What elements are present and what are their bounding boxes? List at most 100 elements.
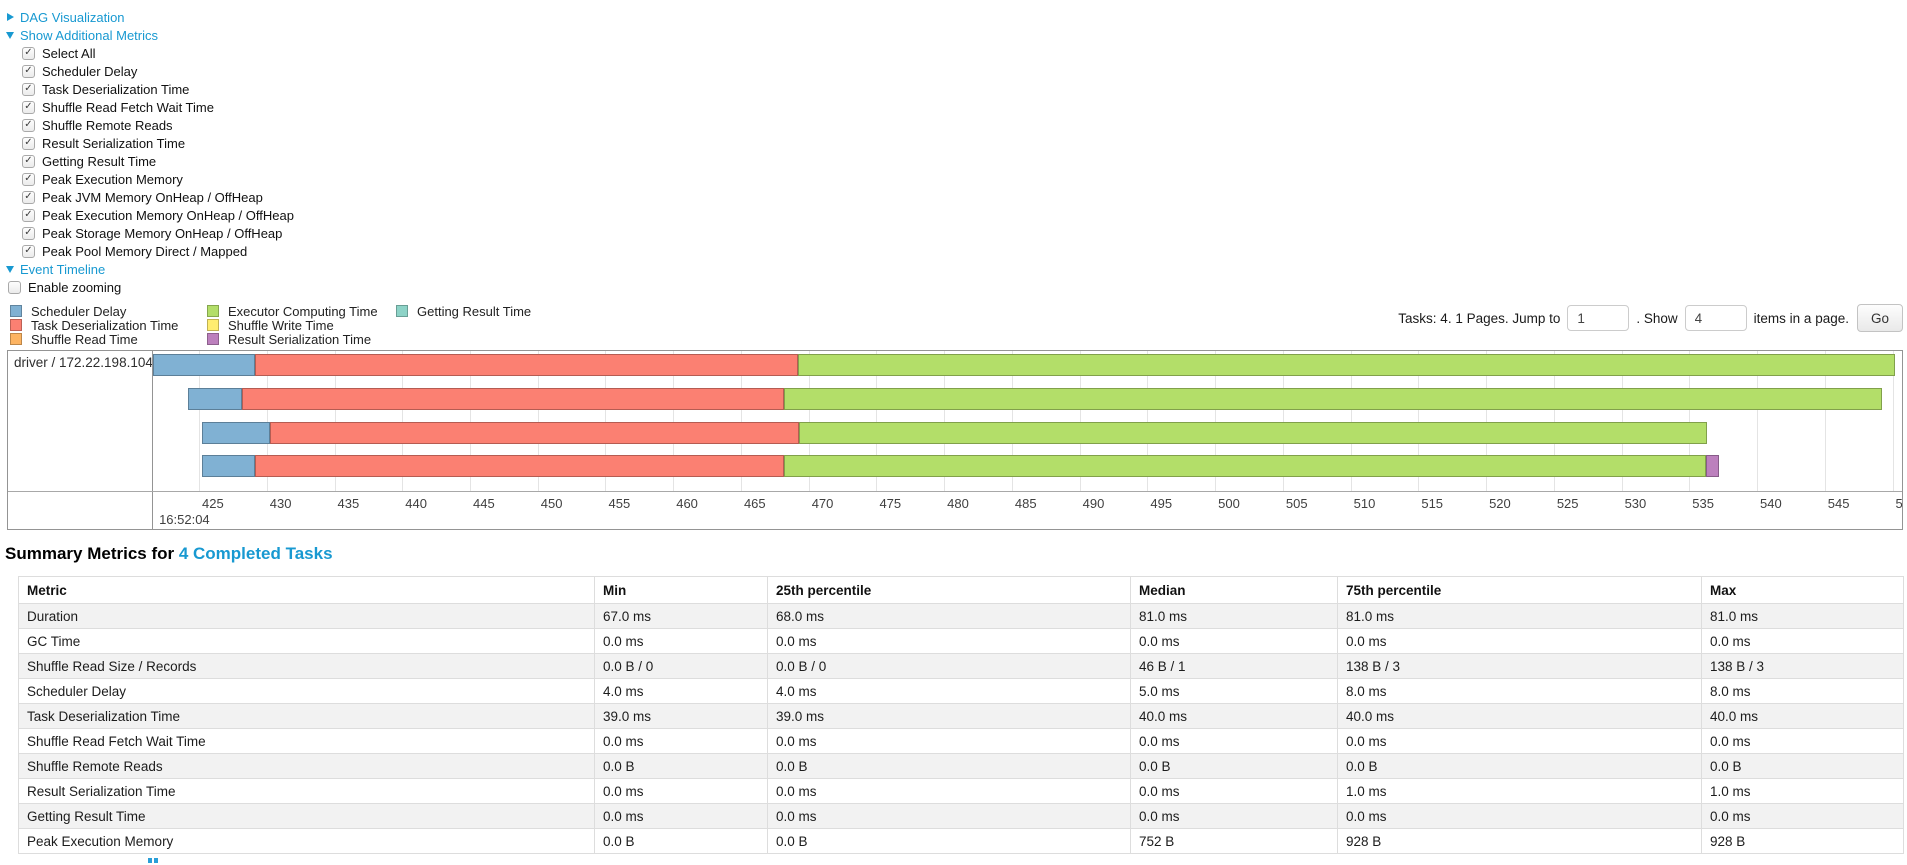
metric-checkbox-row[interactable]: Getting Result Time bbox=[22, 152, 1907, 170]
metric-checkbox-row[interactable]: Result Serialization Time bbox=[22, 134, 1907, 152]
event-timeline-toggle[interactable]: Event Timeline bbox=[5, 260, 1907, 278]
metric-checkbox-row[interactable]: Peak Storage Memory OnHeap / OffHeap bbox=[22, 224, 1907, 242]
axis-tick-label: 525 bbox=[1556, 496, 1579, 511]
gridline bbox=[605, 351, 607, 491]
enable-zooming-row[interactable]: Enable zooming bbox=[8, 278, 1907, 296]
metric-value-cell: 1.0 ms bbox=[1701, 778, 1904, 804]
axis-tick-label: 470 bbox=[811, 496, 834, 511]
task-bar-segment-executor-computing[interactable] bbox=[784, 387, 1882, 410]
axis-tick-label: 540 bbox=[1760, 496, 1782, 511]
metric-checkbox[interactable] bbox=[22, 46, 35, 60]
metrics-table-row: GC Time 0.0 ms 0.0 ms 0.0 ms 0.0 ms 0.0 ms bbox=[18, 628, 1904, 654]
metric-checkbox[interactable] bbox=[22, 136, 35, 150]
show-additional-metrics-toggle[interactable]: Show Additional Metrics bbox=[5, 26, 1907, 44]
metric-checkbox[interactable] bbox=[22, 82, 35, 96]
metric-checkbox-label: Task Deserialization Time bbox=[42, 81, 190, 97]
metric-value-cell: 0.0 B / 0 bbox=[767, 653, 1131, 679]
metric-value-cell: 0.0 ms bbox=[1701, 803, 1904, 829]
axis-tick-label: 480 bbox=[947, 496, 969, 511]
metric-checkbox-label: Result Serialization Time bbox=[42, 135, 186, 151]
metrics-column-header: Median bbox=[1130, 576, 1338, 604]
completed-tasks-link[interactable]: 4 Completed Tasks bbox=[178, 544, 333, 563]
metric-checkbox-label: Scheduler Delay bbox=[42, 63, 138, 79]
metric-value-cell: 68.0 ms bbox=[767, 603, 1131, 629]
metric-checkbox[interactable] bbox=[22, 190, 35, 204]
gridline bbox=[1215, 351, 1217, 491]
task-bar-segment-executor-computing[interactable] bbox=[797, 354, 1896, 376]
task-bar-segment-scheduler-delay[interactable] bbox=[188, 387, 243, 410]
metric-checkbox-row[interactable]: Scheduler Delay bbox=[22, 62, 1907, 80]
legend-swatch-icon bbox=[207, 319, 219, 331]
gridline bbox=[1147, 351, 1149, 491]
metric-checkbox[interactable] bbox=[22, 154, 35, 168]
go-button[interactable]: Go bbox=[1856, 304, 1903, 332]
metric-checkbox-label: Peak Execution Memory OnHeap / OffHeap bbox=[42, 207, 294, 223]
legend-item: Executor Computing Time bbox=[207, 303, 396, 319]
metric-value-cell: 0.0 B bbox=[594, 828, 768, 854]
task-bar-segment-result-serialization[interactable] bbox=[1705, 455, 1720, 478]
metric-checkbox-row[interactable]: Peak JVM Memory OnHeap / OffHeap bbox=[22, 188, 1907, 206]
legend-swatch-icon bbox=[207, 305, 219, 317]
metric-checkbox[interactable] bbox=[22, 226, 35, 240]
event-timeline-label: Event Timeline bbox=[20, 261, 106, 277]
task-bar-segment-task-deserialization[interactable] bbox=[242, 387, 785, 410]
task-bar-segment-scheduler-delay[interactable] bbox=[153, 354, 255, 376]
legend-label: Task Deserialization Time bbox=[31, 317, 179, 333]
metric-value-cell: 5.0 ms bbox=[1130, 678, 1338, 704]
metric-checkbox-label: Peak JVM Memory OnHeap / OffHeap bbox=[42, 189, 263, 205]
metric-value-cell: 928 B bbox=[1701, 828, 1904, 854]
enable-zooming-checkbox[interactable] bbox=[8, 280, 21, 294]
gridline bbox=[1757, 351, 1759, 491]
jump-to-page-input[interactable] bbox=[1567, 305, 1630, 331]
metric-checkbox-row[interactable]: Shuffle Read Fetch Wait Time bbox=[22, 98, 1907, 116]
metric-checkbox-row[interactable]: Task Deserialization Time bbox=[22, 80, 1907, 98]
metric-value-cell: 46 B / 1 bbox=[1130, 653, 1338, 679]
legend-item: Shuffle Write Time bbox=[207, 318, 396, 333]
metrics-table-row: Scheduler Delay 4.0 ms 4.0 ms 5.0 ms 8.0 ms 8… bbox=[18, 678, 1904, 704]
timeline-header-row: Scheduler Delay Task Deserialization Time… bbox=[0, 302, 1907, 350]
metric-checkbox[interactable] bbox=[22, 118, 35, 132]
metric-checkbox[interactable] bbox=[22, 244, 35, 258]
metrics-column-header: 25th percentile bbox=[767, 576, 1131, 604]
metrics-column-header: 75th percentile bbox=[1337, 576, 1702, 604]
metric-checkbox[interactable] bbox=[22, 100, 35, 114]
metrics-header-row: Metric Min 25th percentile Median 75th perce… bbox=[18, 576, 1904, 604]
metric-value-cell: 0.0 B bbox=[1337, 753, 1702, 779]
metric-checkbox[interactable] bbox=[22, 172, 35, 186]
legend-swatch-icon bbox=[10, 319, 22, 331]
task-bar-segment-executor-computing[interactable] bbox=[784, 455, 1706, 478]
legend-swatch-icon bbox=[10, 305, 22, 317]
metric-value-cell: 0.0 B bbox=[1130, 753, 1338, 779]
task-bar-segment-task-deserialization[interactable] bbox=[254, 354, 798, 376]
task-bar-segment-scheduler-delay[interactable] bbox=[201, 455, 255, 478]
metric-value-cell: 0.0 ms bbox=[1130, 803, 1338, 829]
gridline bbox=[199, 351, 201, 491]
axis-tick-label: 535 bbox=[1692, 496, 1714, 511]
metric-checkbox[interactable] bbox=[22, 64, 35, 78]
metric-checkbox-row[interactable]: Shuffle Remote Reads bbox=[22, 116, 1907, 134]
metric-checkbox-label: Shuffle Remote Reads bbox=[42, 117, 173, 133]
metric-value-cell: 0.0 ms bbox=[594, 628, 768, 654]
metrics-checkbox-list: Select All Scheduler Delay Task Deserializ… bbox=[22, 44, 1907, 260]
axis-tick-label: 485 bbox=[1014, 496, 1037, 511]
metric-value-cell: 0.0 ms bbox=[1337, 728, 1702, 754]
page-size-input[interactable] bbox=[1684, 305, 1747, 331]
legend-column: Getting Result Time bbox=[396, 304, 531, 346]
metrics-table-row: Shuffle Read Fetch Wait Time 0.0 ms 0.0 ms… bbox=[18, 728, 1904, 754]
metric-checkbox[interactable] bbox=[22, 208, 35, 222]
task-bar-segment-task-deserialization[interactable] bbox=[269, 421, 800, 444]
metrics-column-header: Max bbox=[1701, 576, 1904, 604]
metrics-table-row: Duration 67.0 ms 68.0 ms 81.0 ms 81.0 ms 81.0… bbox=[18, 603, 1904, 629]
gridline bbox=[944, 351, 946, 491]
metric-checkbox-row[interactable]: Select All bbox=[22, 44, 1907, 62]
dag-visualization-toggle[interactable]: DAG Visualization bbox=[5, 8, 1907, 26]
task-bar-segment-executor-computing[interactable] bbox=[799, 421, 1707, 444]
gridline bbox=[334, 351, 336, 491]
expanded-arrow-icon bbox=[6, 31, 14, 39]
legend-label: Executor Computing Time bbox=[228, 303, 378, 319]
metric-checkbox-row[interactable]: Peak Execution Memory OnHeap / OffHeap bbox=[22, 206, 1907, 224]
task-bar-segment-task-deserialization[interactable] bbox=[254, 455, 785, 478]
task-bar-segment-scheduler-delay[interactable] bbox=[201, 421, 270, 444]
metric-checkbox-row[interactable]: Peak Pool Memory Direct / Mapped bbox=[22, 242, 1907, 260]
metric-checkbox-row[interactable]: Peak Execution Memory bbox=[22, 170, 1907, 188]
